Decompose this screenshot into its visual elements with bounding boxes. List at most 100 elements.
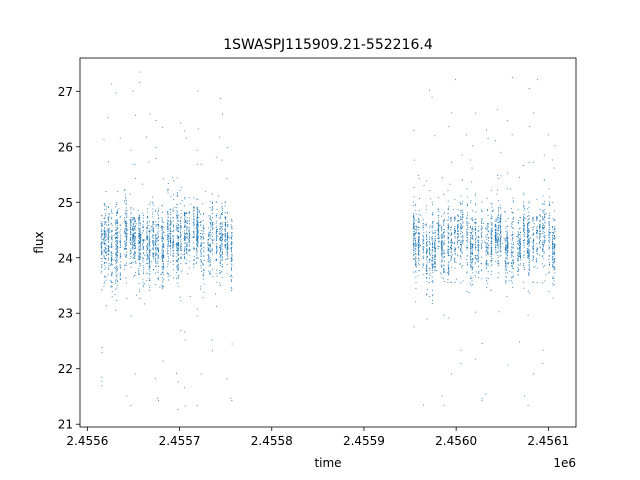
data-point: [115, 256, 117, 258]
data-point: [447, 233, 449, 234]
data-point: [470, 252, 472, 254]
data-point: [227, 253, 228, 255]
data-point: [167, 250, 169, 252]
data-point: [196, 226, 198, 227]
data-point: [149, 277, 151, 279]
data-point: [211, 228, 213, 230]
data-point: [536, 261, 538, 263]
data-point: [209, 207, 211, 209]
data-point: [466, 232, 468, 234]
data-point: [441, 229, 443, 231]
data-point: [527, 230, 529, 232]
data-point: [152, 241, 154, 243]
data-point: [441, 233, 442, 235]
data-point: [528, 272, 530, 274]
data-point: [177, 261, 179, 263]
data-point: [457, 220, 459, 222]
data-point: [552, 259, 554, 261]
data-point: [447, 282, 449, 283]
data-point: [138, 257, 140, 259]
data-point: [193, 207, 195, 208]
data-point: [491, 203, 493, 205]
data-point: [490, 217, 492, 219]
data-point: [542, 244, 544, 246]
data-point: [523, 209, 525, 211]
data-point: [222, 265, 223, 267]
data-point: [507, 245, 509, 247]
data-point: [186, 235, 188, 237]
data-point: [125, 217, 127, 218]
data-point: [423, 185, 425, 187]
data-point: [470, 233, 472, 235]
data-point: [154, 378, 156, 380]
data-point: [460, 258, 462, 260]
data-point: [175, 244, 177, 246]
data-point: [101, 289, 103, 291]
data-point: [474, 242, 476, 244]
data-point: [146, 233, 148, 234]
data-point: [472, 252, 473, 254]
data-point: [533, 217, 534, 219]
data-point: [441, 244, 443, 246]
data-point: [504, 248, 506, 250]
data-point: [451, 256, 453, 258]
data-point: [120, 272, 122, 274]
data-point: [146, 220, 148, 222]
data-point: [519, 341, 521, 343]
data-point: [448, 267, 450, 269]
chart-title: 1SWASPJ115909.21-552216.4: [223, 37, 433, 53]
data-point: [221, 230, 223, 232]
data-point: [230, 286, 232, 288]
data-point: [426, 270, 428, 272]
data-point: [133, 233, 134, 235]
data-point: [492, 209, 494, 211]
data-point: [169, 232, 171, 234]
data-point: [197, 207, 199, 208]
data-point: [431, 249, 433, 251]
data-point: [519, 248, 521, 250]
data-point: [432, 214, 434, 216]
data-point: [528, 239, 530, 241]
data-point: [197, 213, 198, 215]
data-point: [167, 210, 169, 212]
data-point: [553, 235, 555, 237]
data-point: [119, 274, 121, 276]
data-point: [418, 232, 420, 234]
data-point: [167, 238, 169, 240]
data-point: [224, 244, 226, 245]
data-point: [208, 215, 210, 217]
data-point: [231, 279, 232, 281]
data-point: [415, 232, 417, 234]
data-point: [554, 283, 555, 285]
data-point: [499, 242, 501, 244]
data-point: [526, 236, 528, 237]
data-point: [184, 197, 186, 199]
data-point: [511, 265, 513, 267]
data-point: [201, 236, 202, 238]
data-point: [527, 219, 529, 221]
data-point: [209, 256, 211, 258]
data-point: [429, 275, 431, 277]
data-point: [426, 180, 427, 182]
data-point: [146, 211, 148, 213]
data-point: [450, 245, 452, 247]
data-point: [148, 250, 150, 252]
data-point: [110, 285, 112, 287]
data-point: [553, 259, 555, 261]
data-point: [432, 265, 434, 267]
data-point: [536, 248, 538, 250]
data-point: [422, 226, 424, 228]
data-point: [418, 237, 420, 239]
data-point: [553, 247, 555, 249]
data-point: [101, 241, 103, 243]
data-point: [176, 177, 178, 179]
data-point: [108, 259, 109, 261]
data-point: [178, 258, 180, 260]
data-point: [485, 242, 487, 244]
data-point: [146, 223, 148, 225]
data-point: [158, 255, 159, 257]
data-point: [152, 253, 154, 255]
data-point: [454, 198, 456, 200]
data-point: [523, 263, 524, 265]
data-point: [149, 249, 151, 251]
